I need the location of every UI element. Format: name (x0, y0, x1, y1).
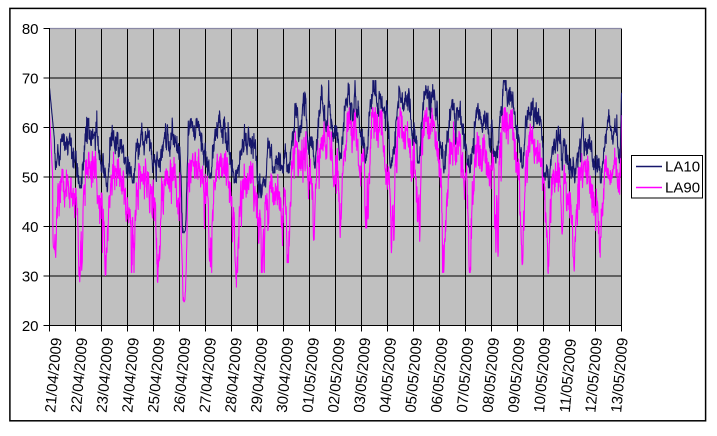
svg-text:03/05/2009: 03/05/2009 (351, 337, 374, 413)
svg-text:22/04/2009: 22/04/2009 (68, 337, 91, 413)
svg-text:20: 20 (22, 318, 39, 335)
svg-text:30: 30 (22, 268, 39, 285)
svg-text:29/04/2009: 29/04/2009 (248, 337, 271, 413)
svg-text:25/04/2009: 25/04/2009 (145, 337, 168, 413)
svg-text:09/05/2009: 09/05/2009 (505, 337, 528, 413)
svg-text:11/05/2009: 11/05/2009 (557, 338, 580, 413)
svg-text:24/04/2009: 24/04/2009 (119, 337, 142, 413)
svg-text:80: 80 (22, 21, 39, 38)
svg-text:13/05/2009: 13/05/2009 (608, 337, 631, 413)
svg-text:26/04/2009: 26/04/2009 (171, 337, 194, 413)
svg-text:60: 60 (22, 120, 39, 137)
svg-text:01/05/2009: 01/05/2009 (299, 337, 322, 413)
svg-text:07/05/2009: 07/05/2009 (454, 337, 477, 413)
svg-text:28/04/2009: 28/04/2009 (222, 337, 245, 413)
svg-text:40: 40 (22, 219, 39, 236)
svg-text:12/05/2009: 12/05/2009 (582, 337, 605, 413)
svg-text:05/05/2009: 05/05/2009 (402, 337, 425, 413)
svg-text:30/04/2009: 30/04/2009 (274, 337, 297, 413)
svg-text:08/05/2009: 08/05/2009 (480, 337, 503, 413)
svg-text:02/05/2009: 02/05/2009 (325, 337, 348, 413)
svg-text:70: 70 (22, 70, 39, 87)
svg-text:LA90: LA90 (665, 180, 700, 197)
svg-text:27/04/2009: 27/04/2009 (197, 337, 220, 413)
svg-text:04/05/2009: 04/05/2009 (377, 337, 400, 413)
svg-text:06/05/2009: 06/05/2009 (428, 337, 451, 413)
svg-text:23/04/2009: 23/04/2009 (94, 337, 117, 413)
svg-text:10/05/2009: 10/05/2009 (531, 337, 554, 413)
svg-text:LA10: LA10 (665, 159, 700, 176)
svg-text:50: 50 (22, 169, 39, 186)
svg-text:21/04/2009: 21/04/2009 (42, 337, 65, 413)
